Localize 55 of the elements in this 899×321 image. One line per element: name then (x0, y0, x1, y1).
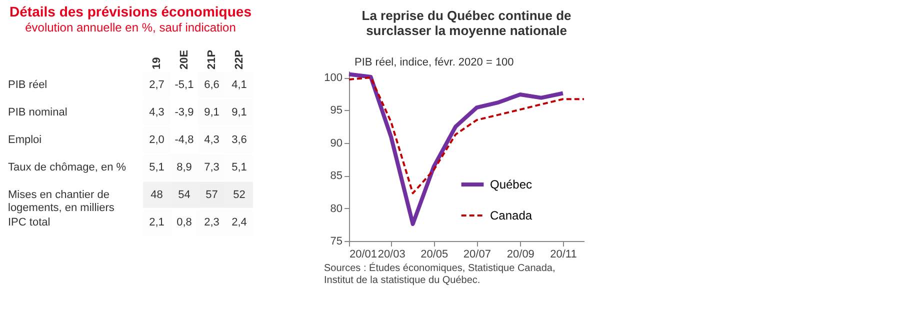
data-label: 54 (178, 188, 190, 201)
chart-title: La reprise du Québec continue de surclasser la moyenne nationale (362, 8, 572, 38)
y-tick-label: Emploi (8, 134, 42, 146)
data-label: 5,1 (149, 161, 164, 174)
data-label: 9,1 (232, 106, 247, 118)
data-label: 2,4 (232, 216, 247, 228)
data-label: 2,3 (204, 216, 220, 228)
x-tick-label: 20E (178, 50, 190, 70)
y-axis-title: PIB réel, indice, févr. 2020 = 100 (354, 56, 514, 68)
x-tick-label: 20/03 (378, 248, 406, 260)
data-label: -4,8 (174, 134, 194, 146)
y-tick-label: 95 (330, 104, 342, 117)
data-label: 4,3 (149, 106, 164, 118)
data-label: 9,1 (204, 106, 220, 118)
data-label: 7,3 (204, 161, 220, 174)
data-label: 48 (150, 188, 163, 201)
y-tick-label: PIB nominal (8, 106, 68, 118)
data-label: -3,9 (174, 106, 194, 118)
x-tick-label: 19 (150, 57, 163, 70)
line-series (347, 72, 565, 226)
y-tick-label: PIB réel (8, 78, 48, 91)
data-label: 52 (233, 188, 246, 201)
data-label: 3,6 (232, 134, 247, 146)
line-series (348, 76, 585, 194)
legend-label: Québec (490, 178, 532, 192)
data-label: 4,1 (232, 78, 247, 91)
y-tick-label: 85 (330, 170, 342, 182)
y-tick-label: Taux de chômage, en % (8, 161, 126, 174)
x-tick-label: 20/11 (550, 248, 577, 260)
chart-title: Détails des prévisions économiques (10, 3, 252, 20)
data-label: 0,8 (176, 216, 192, 228)
data-label: 57 (206, 188, 218, 201)
data-label: 6,6 (204, 78, 220, 91)
y-tick-label: 90 (330, 137, 342, 150)
data-label: -5,1 (174, 78, 194, 91)
x-tick-label: 20/05 (420, 248, 448, 260)
y-tick-label: 100 (324, 72, 342, 84)
x-tick-label: 20/01 (350, 248, 378, 260)
y-tick-label: 80 (330, 202, 342, 215)
legend-label: Canada (490, 208, 532, 222)
source-note: Sources : Études économiques, Statistique Canada, Institut de la statistique du Québec. (324, 262, 556, 286)
x-tick-label: 21P (206, 50, 218, 70)
y-tick-label: 75 (330, 236, 342, 248)
y-tick-label: Mises en chantier de logements, en milliers (8, 188, 115, 214)
data-label: 2,7 (149, 78, 164, 91)
chart-subtitle: évolution annuelle en %, sauf indication (25, 20, 236, 34)
x-tick-label: 22P (233, 50, 246, 70)
data-label: 2,1 (149, 216, 164, 228)
data-label: 4,3 (204, 134, 220, 146)
x-tick-label: 20/07 (463, 248, 491, 260)
x-tick-label: 20/09 (506, 248, 534, 260)
y-tick-label: IPC total (8, 216, 50, 228)
data-label: 2,0 (149, 134, 164, 146)
data-label: 5,1 (232, 161, 247, 174)
data-label: 8,9 (176, 161, 192, 174)
